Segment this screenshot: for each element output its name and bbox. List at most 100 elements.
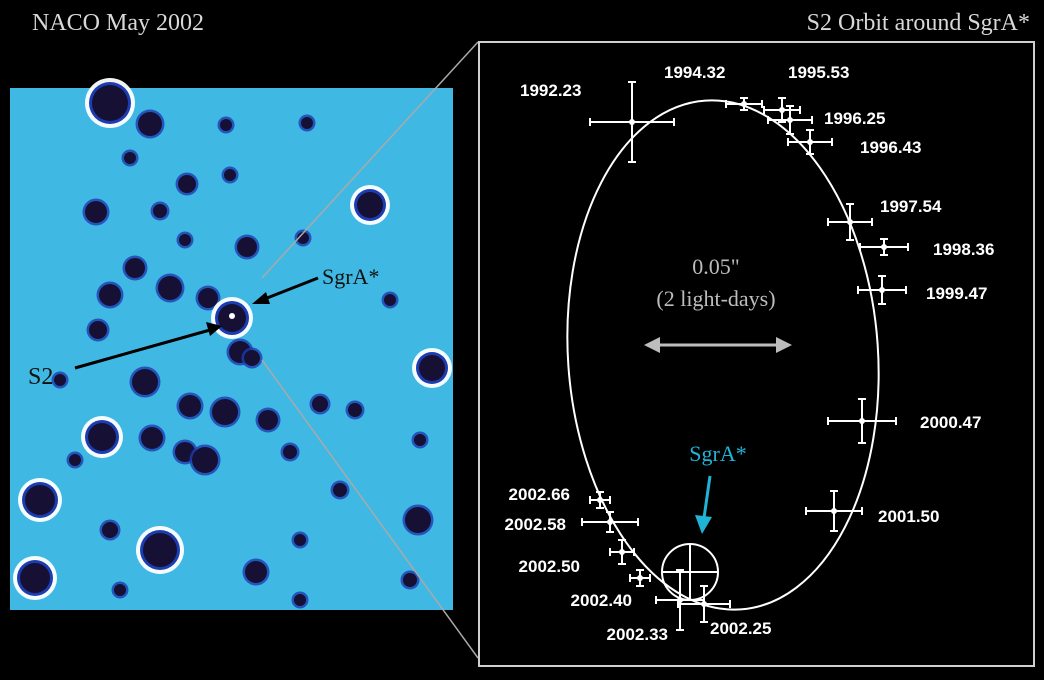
star <box>255 407 281 433</box>
right-title: S2 Orbit around SgrA* <box>807 10 1030 36</box>
epoch-label: 2000.47 <box>920 413 981 432</box>
star <box>411 431 429 449</box>
star <box>400 570 420 590</box>
star <box>136 526 184 574</box>
sgra-annotation: SgrA* <box>252 264 379 304</box>
zoom-line-bottom <box>261 359 479 659</box>
star <box>111 581 129 599</box>
star <box>280 442 300 462</box>
star <box>189 444 221 476</box>
star <box>195 285 221 311</box>
star <box>51 371 69 389</box>
star <box>381 291 399 309</box>
star <box>209 396 241 428</box>
naco-image-panel <box>10 78 453 610</box>
star <box>99 519 121 541</box>
epoch-label: 1997.54 <box>880 197 942 216</box>
epoch-label: 2002.50 <box>519 557 580 576</box>
epoch-marker: 2002.40 <box>571 569 651 610</box>
epoch-marker: 2002.50 <box>519 539 635 576</box>
star <box>412 348 452 388</box>
star <box>176 231 194 249</box>
star <box>86 318 110 342</box>
sgra-pointer-arrow <box>702 475 712 519</box>
s2-arrowhead <box>206 322 222 336</box>
epoch-label: 1996.43 <box>860 138 921 157</box>
epoch-marker: 2002.25 <box>677 585 771 638</box>
star <box>81 416 123 458</box>
star <box>217 116 235 134</box>
scale-description: (2 light-days) <box>656 286 775 311</box>
epoch-marker: 2001.50 <box>805 490 939 532</box>
star <box>291 531 309 549</box>
star <box>402 504 434 536</box>
s2-annotation: S2 <box>28 322 222 390</box>
epoch-label: 2002.58 <box>505 515 566 534</box>
epoch-label: 2002.33 <box>607 625 668 644</box>
epoch-label: 1996.25 <box>824 109 885 128</box>
star <box>96 281 124 309</box>
sgra-marker: SgrA* <box>661 441 747 601</box>
star <box>234 234 260 260</box>
epoch-label: 1995.53 <box>788 63 849 82</box>
star <box>66 451 84 469</box>
sgra-arrow <box>261 276 319 302</box>
star <box>155 273 185 303</box>
epoch-label: 2002.40 <box>571 591 632 610</box>
sgra-pointer-arrowhead <box>695 515 712 534</box>
zoom-line-top <box>261 41 479 279</box>
epoch-marker: 2002.58 <box>505 511 639 534</box>
sgra-arrowhead <box>252 292 270 304</box>
scale-value: 0.05" <box>692 254 739 279</box>
star <box>176 392 204 420</box>
epoch-marker: 1995.53 <box>763 63 849 123</box>
orbit-frame <box>478 41 1035 667</box>
epoch-label: 2001.50 <box>878 507 939 526</box>
epoch-marker: 1992.23 <box>520 81 675 163</box>
star <box>291 591 309 609</box>
sgra-orbit-label: SgrA* <box>689 441 746 466</box>
left-title: NACO May 2002 <box>32 10 204 36</box>
star <box>18 478 62 522</box>
star <box>138 424 166 452</box>
star <box>350 185 390 225</box>
star <box>135 109 165 139</box>
epoch-markers: 1992.23 1994.32 1995.53 1996.25 1996.43 1997.… <box>505 63 995 644</box>
epoch-label: 1994.32 <box>664 63 725 82</box>
star <box>82 198 110 226</box>
epoch-label: 2002.25 <box>710 619 771 638</box>
star <box>294 229 312 247</box>
epoch-marker: 1996.25 <box>767 105 885 135</box>
s2-arrow <box>74 328 211 370</box>
star <box>121 149 139 167</box>
sgra-image-marker <box>229 313 235 319</box>
star <box>122 255 148 281</box>
epoch-marker: 1998.36 <box>859 238 994 259</box>
s2-image-label: S2 <box>28 364 53 390</box>
star <box>13 556 57 600</box>
sgra-image-label: SgrA* <box>322 264 379 289</box>
epoch-marker: 1997.54 <box>827 197 942 241</box>
star-field <box>13 78 452 609</box>
epoch-label: 1998.36 <box>933 240 994 259</box>
star <box>330 480 350 500</box>
epoch-marker: 2002.33 <box>607 569 705 644</box>
epoch-label: 1999.47 <box>926 284 987 303</box>
scale-arrow <box>644 337 792 353</box>
epoch-marker: 1994.32 <box>664 63 763 111</box>
star <box>150 201 170 221</box>
star <box>241 347 263 369</box>
star <box>175 172 199 196</box>
epoch-label: 2002.66 <box>509 485 570 504</box>
orbit-panel: 0.05" (2 light-days) SgrA* 1992.23 1994.3… <box>478 41 1035 667</box>
star <box>242 558 270 586</box>
epoch-label: 1992.23 <box>520 81 581 100</box>
epoch-marker: 2000.47 <box>827 398 981 444</box>
s2-orbit-ellipse <box>566 99 880 611</box>
star <box>221 166 239 184</box>
star <box>85 78 135 128</box>
epoch-marker: 1996.43 <box>787 129 921 157</box>
star <box>298 114 316 132</box>
star <box>129 366 161 398</box>
